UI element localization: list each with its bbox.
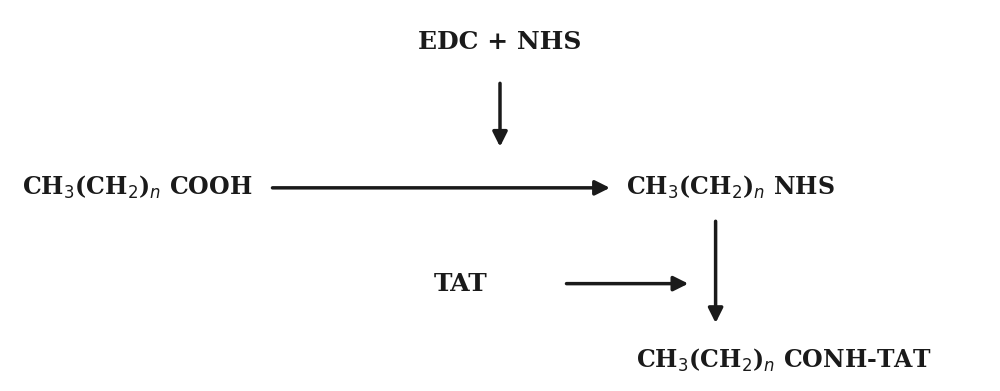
Text: CH$_3$(CH$_2$)$_n$ NHS: CH$_3$(CH$_2$)$_n$ NHS (626, 174, 835, 201)
Text: TAT: TAT (434, 272, 488, 296)
Text: CH$_3$(CH$_2$)$_n$ COOH: CH$_3$(CH$_2$)$_n$ COOH (22, 174, 253, 201)
Text: EDC + NHS: EDC + NHS (418, 30, 582, 54)
Text: CH$_3$(CH$_2$)$_n$ CONH-TAT: CH$_3$(CH$_2$)$_n$ CONH-TAT (636, 347, 932, 374)
